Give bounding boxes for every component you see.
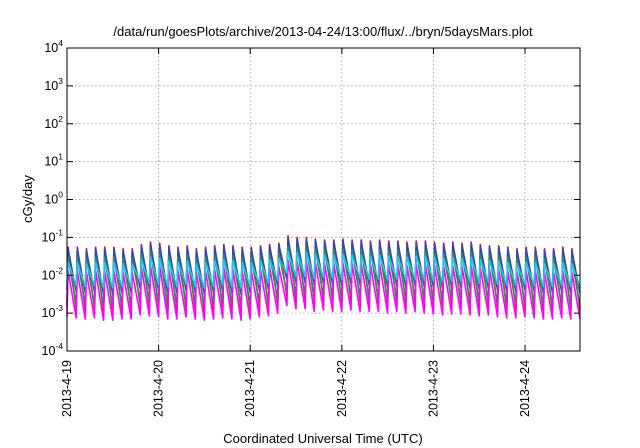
y-tick-label: 10-1 xyxy=(42,227,64,244)
y-tick-label: 10-2 xyxy=(42,265,64,282)
axis-ticks xyxy=(66,47,580,352)
y-tick-label: 104 xyxy=(44,38,63,55)
x-tick-label: 2013-4-20 xyxy=(152,360,166,417)
x-tick-label: 2013-4-21 xyxy=(243,360,257,417)
x-tick-label: 2013-4-22 xyxy=(335,360,349,417)
x-tick-label: 2013-4-24 xyxy=(518,360,532,417)
x-tick-label: 2013-4-23 xyxy=(426,360,440,417)
x-tick-labels: 2013-4-19 2013-4-20 2013-4-21 2013-4-22 2013… xyxy=(60,360,532,417)
y-tick-label: 10-3 xyxy=(42,303,64,320)
y-tick-labels: 10-4 10-3 10-2 10-1 100 101 102 103 104 xyxy=(42,38,64,358)
chart-title: /data/run/goesPlots/archive/2013-04-24/1… xyxy=(113,24,533,39)
series-line-5 xyxy=(66,250,581,289)
y-tick-label: 102 xyxy=(44,114,63,131)
data-series xyxy=(66,235,581,321)
y-tick-label: 101 xyxy=(44,152,63,169)
y-tick-label: 10-4 xyxy=(42,341,64,358)
y-axis-label: cGy/day xyxy=(20,175,35,223)
x-axis-label: Coordinated Universal Time (UTC) xyxy=(223,431,422,446)
y-tick-label: 103 xyxy=(44,76,63,93)
x-tick-label: 2013-4-19 xyxy=(60,360,74,417)
y-tick-label: 100 xyxy=(44,190,63,207)
